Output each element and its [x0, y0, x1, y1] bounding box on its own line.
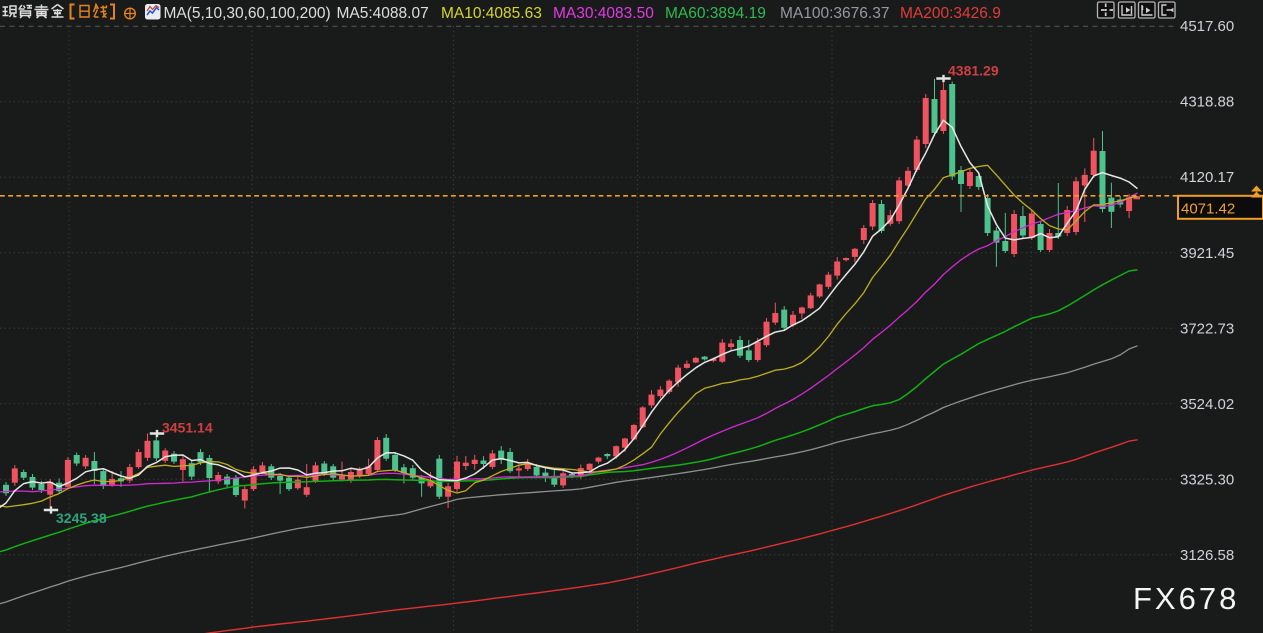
- svg-text:MA5:4088.07: MA5:4088.07: [337, 5, 429, 22]
- svg-text:3722.73: 3722.73: [1180, 320, 1234, 337]
- svg-text:3451.14: 3451.14: [162, 420, 213, 436]
- svg-text:3245.38: 3245.38: [56, 510, 107, 526]
- svg-text:MA200:3426.9: MA200:3426.9: [900, 5, 1001, 22]
- svg-text:4120.17: 4120.17: [1180, 169, 1234, 186]
- svg-text:MA30:4083.50: MA30:4083.50: [553, 5, 654, 22]
- svg-text:MA100:3676.37: MA100:3676.37: [780, 5, 889, 22]
- svg-text:3921.45: 3921.45: [1180, 245, 1234, 262]
- svg-text:4517.60: 4517.60: [1180, 18, 1234, 35]
- svg-text:3524.02: 3524.02: [1180, 396, 1234, 413]
- svg-text:4381.29: 4381.29: [948, 63, 999, 79]
- svg-text:4071.42: 4071.42: [1181, 200, 1235, 217]
- svg-text:MA10:4085.63: MA10:4085.63: [441, 5, 542, 22]
- svg-text:3325.30: 3325.30: [1180, 471, 1234, 488]
- svg-text:MA60:3894.19: MA60:3894.19: [665, 5, 766, 22]
- svg-text:3126.58: 3126.58: [1180, 547, 1234, 564]
- svg-text:4318.88: 4318.88: [1180, 94, 1234, 111]
- svg-text:MA(5,10,30,60,100,200): MA(5,10,30,60,100,200): [164, 5, 331, 22]
- svg-text:FX678: FX678: [1133, 581, 1239, 616]
